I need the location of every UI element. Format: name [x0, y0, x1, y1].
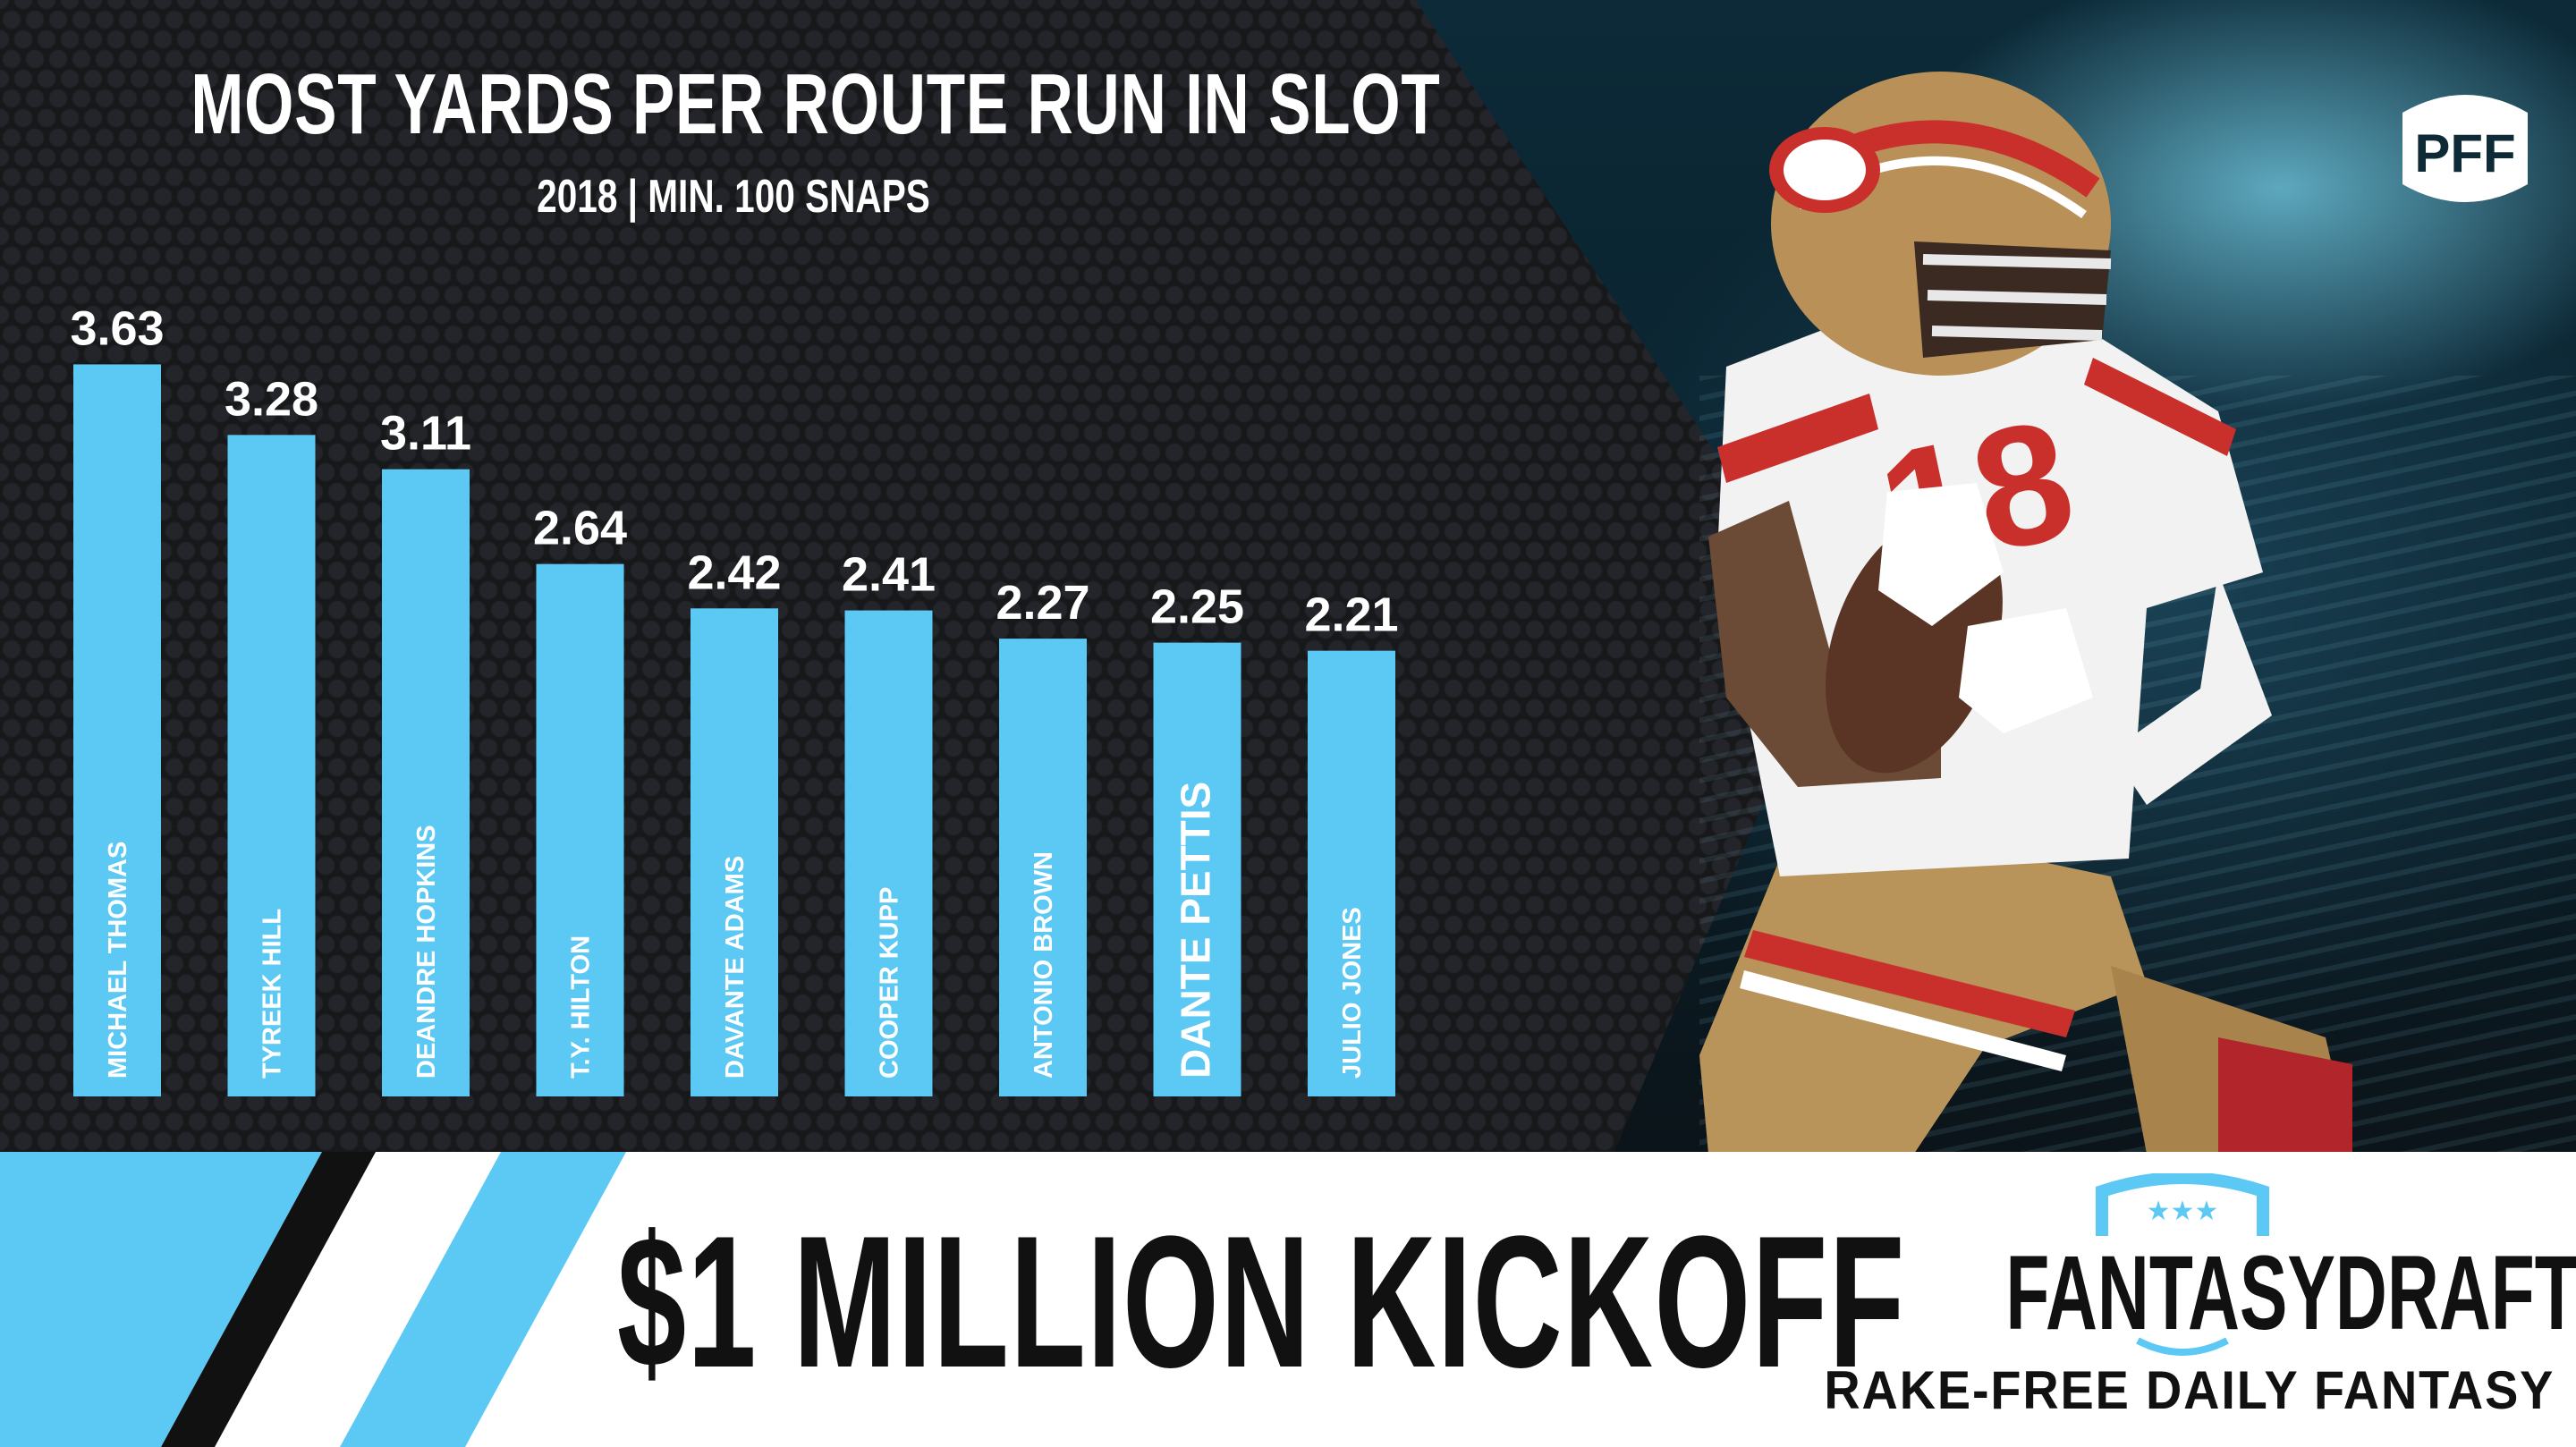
category-label: DAVANTE ADAMS [721, 856, 750, 1079]
value-label: 2.42 [687, 546, 781, 599]
chart-title: MOST YARDS PER ROUTE RUN IN SLOT [191, 56, 1441, 152]
value-label: 2.21 [1304, 588, 1398, 642]
category-label: JULIO JONES [1338, 907, 1367, 1079]
pff-logo-icon: PFF [2402, 95, 2528, 202]
bar-deandre-hopkins [382, 469, 470, 1096]
fantasydraft-swoosh-icon [2136, 1337, 2229, 1356]
banner-stripes [0, 1152, 626, 1447]
bar-t-y-hilton [536, 563, 624, 1096]
value-label: 3.63 [70, 301, 164, 355]
bar-tyreek-hill [227, 435, 316, 1096]
category-label: COOPER KUPP [876, 887, 904, 1079]
chart-subtitle: 2018 | MIN. 100 SNAPS [537, 171, 930, 223]
value-label: 2.64 [533, 502, 627, 555]
bar-dante-pettis [1153, 642, 1241, 1096]
bar-chart: 3.63 MICHAEL THOMAS 3.28 TYREEK HILL 3.11 DEA… [70, 301, 1399, 1096]
value-label: 2.25 [1150, 580, 1244, 634]
value-label: 2.27 [996, 576, 1089, 630]
category-label: DEANDRE HOPKINS [412, 825, 441, 1079]
value-label: 3.11 [380, 407, 471, 461]
sponsor-tagline: RAKE-FREE DAILY FANTASY [1824, 1360, 2555, 1420]
category-label: T.Y. HILTON [567, 935, 596, 1079]
category-label: MICHAEL THOMAS [104, 842, 132, 1079]
player-illustration: 18 [1699, 72, 2352, 1154]
bar-cooper-kupp [844, 610, 933, 1096]
bar-antonio-brown [999, 639, 1087, 1096]
bar-michael-thomas [73, 364, 161, 1096]
category-label: TYREEK HILL [258, 909, 287, 1079]
pff-logo-text: PFF [2414, 123, 2515, 183]
category-label: ANTONIO BROWN [1030, 851, 1058, 1079]
value-label: 3.28 [225, 372, 318, 426]
bar-julio-jones [1308, 650, 1395, 1096]
category-label: DANTE PETTIS [1173, 782, 1219, 1079]
bar-davante-adams [691, 608, 778, 1096]
fantasydraft-shield-icon: ★★★ [2096, 1173, 2269, 1236]
value-label: 2.41 [842, 548, 936, 602]
svg-text:★★★: ★★★ [2147, 1196, 2219, 1227]
banner-headline: $1 MILLION KICKOFF [617, 1197, 1906, 1407]
sponsor-logo-text: FANTASYDRAFT [2005, 1234, 2576, 1352]
